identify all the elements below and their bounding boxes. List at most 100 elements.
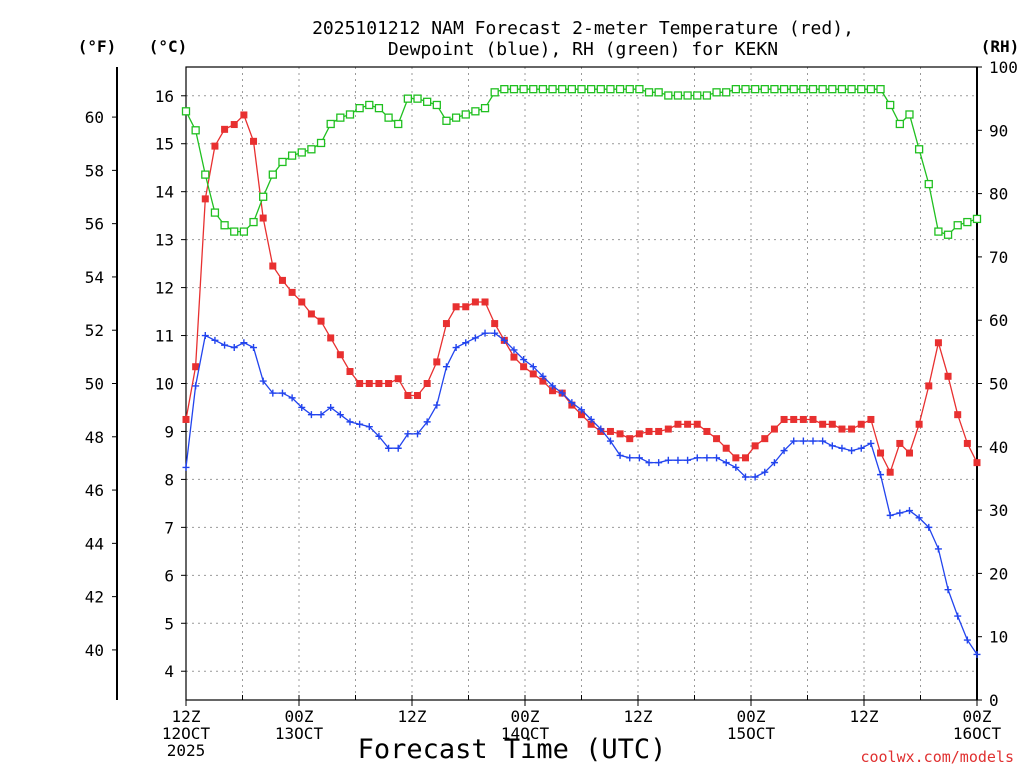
data-point bbox=[433, 358, 441, 366]
data-point bbox=[451, 113, 461, 122]
data-point bbox=[615, 85, 625, 94]
data-point bbox=[848, 447, 856, 455]
data-point bbox=[490, 88, 499, 97]
data-point bbox=[192, 363, 200, 371]
data-point bbox=[818, 85, 827, 94]
data-point bbox=[895, 119, 904, 129]
rh-tick-label: 0 bbox=[989, 691, 999, 710]
celsius-tick-label: 9 bbox=[164, 422, 174, 441]
data-point bbox=[867, 439, 875, 447]
data-point bbox=[905, 507, 913, 515]
data-point bbox=[808, 85, 818, 94]
data-point bbox=[770, 425, 778, 433]
data-point bbox=[442, 116, 451, 125]
data-point bbox=[954, 612, 962, 620]
fahrenheit-tick-label: 60 bbox=[85, 108, 104, 127]
data-point bbox=[847, 85, 856, 94]
data-point bbox=[780, 415, 788, 423]
data-point bbox=[963, 217, 972, 227]
data-point bbox=[761, 468, 769, 476]
data-point bbox=[770, 85, 779, 94]
data-point bbox=[567, 85, 577, 94]
celsius-tick-label: 15 bbox=[155, 135, 174, 154]
data-point bbox=[181, 107, 191, 116]
data-point bbox=[751, 473, 759, 481]
data-point bbox=[481, 329, 489, 337]
data-point bbox=[336, 351, 344, 359]
data-point bbox=[616, 451, 624, 459]
fahrenheit-tick-label: 46 bbox=[85, 481, 104, 500]
data-point bbox=[915, 514, 923, 522]
data-point bbox=[625, 85, 634, 94]
data-point bbox=[365, 423, 373, 431]
data-point bbox=[307, 310, 315, 318]
data-point bbox=[953, 221, 962, 230]
data-point bbox=[578, 411, 585, 419]
data-point bbox=[442, 320, 450, 328]
data-point bbox=[722, 444, 730, 452]
data-point bbox=[857, 85, 866, 94]
data-point bbox=[877, 449, 885, 457]
data-point bbox=[587, 420, 595, 428]
data-point bbox=[837, 85, 847, 94]
data-point bbox=[789, 85, 798, 94]
data-point bbox=[385, 444, 393, 452]
data-point bbox=[355, 103, 364, 113]
data-point bbox=[298, 298, 306, 306]
data-point bbox=[664, 91, 673, 100]
data-point bbox=[790, 437, 798, 445]
data-point bbox=[414, 391, 422, 399]
data-point bbox=[867, 415, 875, 423]
data-point bbox=[944, 372, 952, 380]
data-point bbox=[529, 363, 537, 371]
celsius-tick-label: 7 bbox=[164, 518, 174, 537]
data-point bbox=[973, 459, 981, 467]
data-point bbox=[259, 192, 268, 201]
data-point bbox=[414, 430, 422, 438]
data-point bbox=[645, 459, 653, 467]
data-point bbox=[915, 420, 923, 428]
data-point bbox=[877, 471, 885, 479]
data-point bbox=[230, 121, 238, 129]
data-point bbox=[684, 456, 692, 464]
fahrenheit-tick-label: 58 bbox=[85, 161, 104, 180]
data-point bbox=[268, 170, 277, 179]
data-point bbox=[375, 380, 383, 387]
data-point bbox=[654, 88, 663, 97]
data-point bbox=[954, 411, 962, 419]
data-point bbox=[519, 85, 528, 94]
data-point bbox=[404, 391, 412, 399]
data-point bbox=[240, 339, 248, 347]
data-point bbox=[509, 85, 519, 94]
data-point bbox=[673, 91, 683, 100]
data-point bbox=[221, 125, 229, 133]
data-point bbox=[317, 317, 325, 325]
data-point bbox=[356, 380, 364, 387]
data-point bbox=[549, 387, 557, 395]
data-point bbox=[423, 418, 431, 426]
data-point bbox=[963, 439, 971, 447]
x-tick-label: 12Z bbox=[398, 707, 427, 726]
data-point bbox=[577, 85, 586, 94]
data-point bbox=[558, 389, 566, 397]
data-point bbox=[568, 399, 576, 407]
fahrenheit-tick-label: 50 bbox=[85, 375, 104, 394]
celsius-tick-label: 6 bbox=[164, 566, 174, 585]
data-point bbox=[828, 420, 836, 428]
data-point bbox=[510, 346, 518, 354]
x-tick-label: 00Z bbox=[285, 707, 314, 726]
x-tick-label: 15OCT bbox=[727, 724, 776, 743]
series-dewpoint bbox=[182, 329, 981, 658]
data-point bbox=[684, 420, 692, 428]
data-point bbox=[606, 427, 614, 435]
data-point bbox=[250, 137, 258, 145]
data-point bbox=[423, 380, 431, 387]
data-point bbox=[365, 100, 374, 110]
data-point bbox=[278, 276, 286, 284]
data-point bbox=[211, 142, 219, 150]
data-point bbox=[857, 444, 865, 452]
fahrenheit-tick-label: 52 bbox=[85, 321, 104, 340]
chart-title: 2025101212 NAM Forecast 2-meter Temperat… bbox=[312, 18, 854, 39]
data-point bbox=[876, 85, 885, 94]
